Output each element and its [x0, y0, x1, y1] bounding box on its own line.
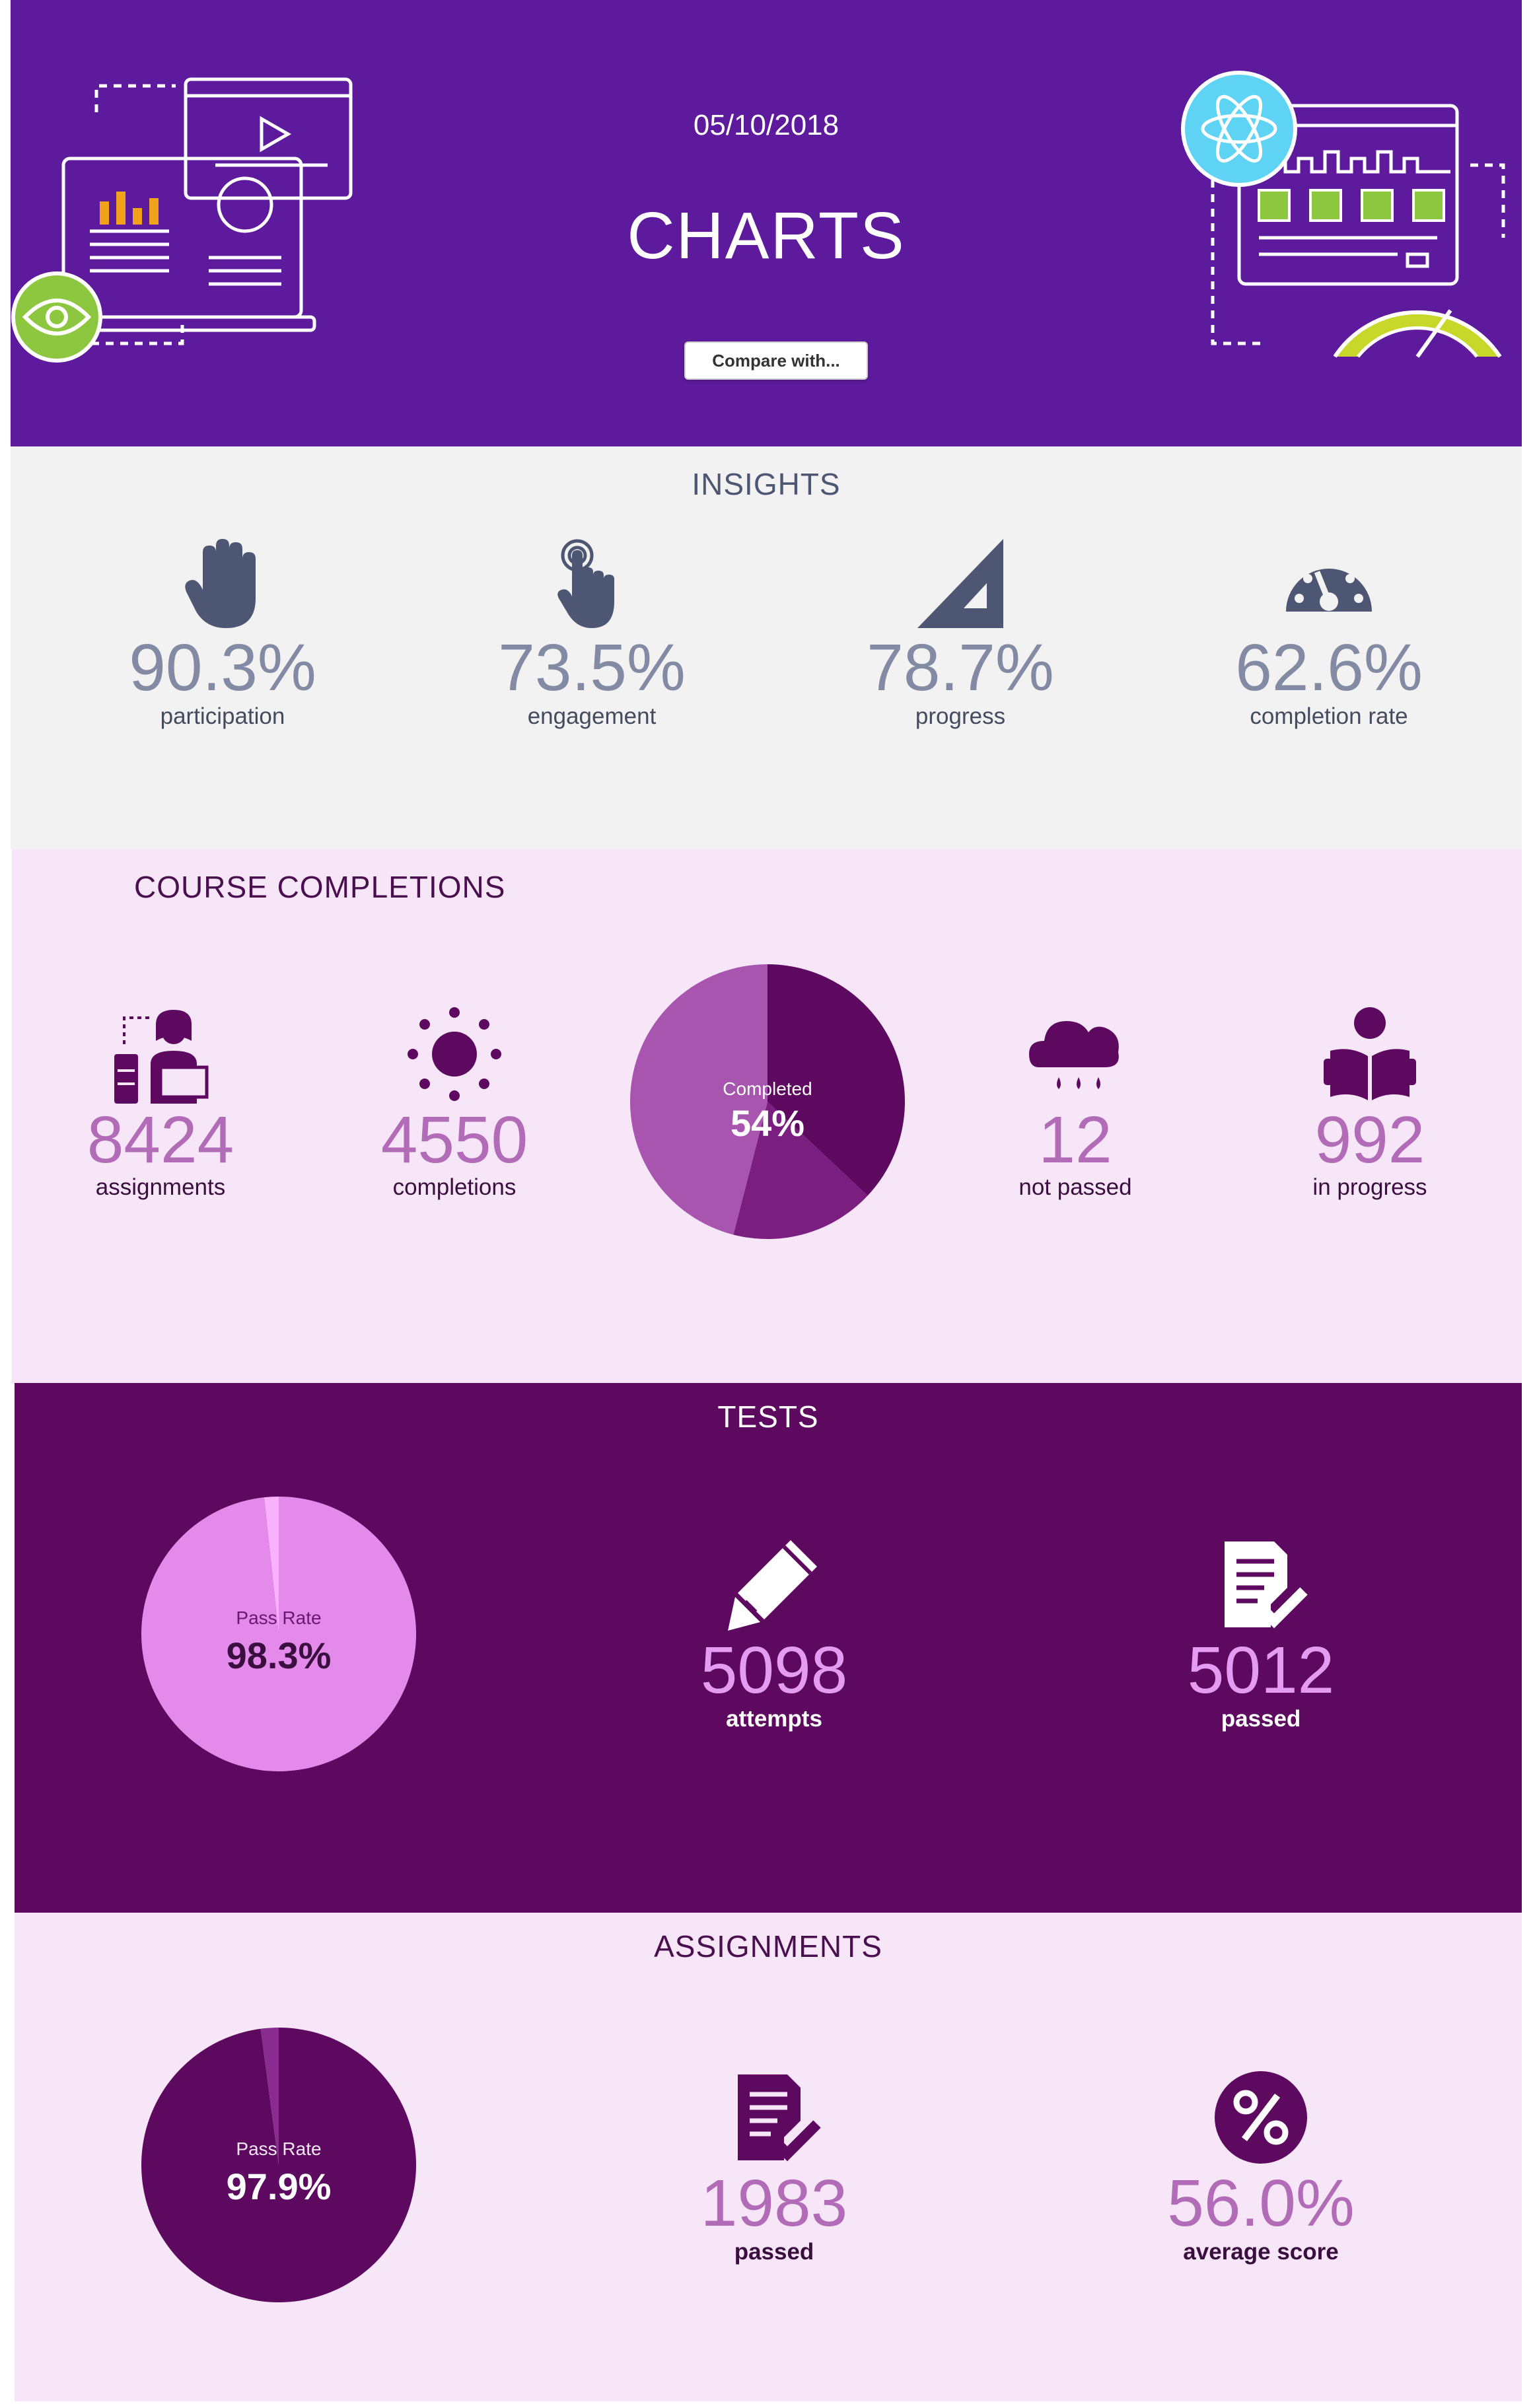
assignments-passed-stat: 1983 passed — [662, 2068, 886, 2265]
page-title: CHARTS — [627, 199, 906, 273]
average-score-stat: 56.0% average score — [1149, 2068, 1373, 2265]
completions-label: completions — [392, 1174, 517, 1200]
course-completions-section: COURSE COMPLETIONS 8424 assignments — [12, 849, 1522, 1383]
in-progress-label: in progress — [1312, 1174, 1427, 1200]
assignments-title: ASSIGNMENTS — [654, 1929, 882, 1964]
average-score-value: 56.0% — [1167, 2166, 1355, 2240]
completion-rate-value: 62.6% — [1235, 631, 1423, 705]
signal-triangle-icon — [917, 539, 1003, 628]
completions-stat: 4550 completions — [342, 1005, 567, 1201]
insight-completion-rate: 62.6% completion rate — [1190, 536, 1468, 730]
tests-pie-slices — [141, 1497, 416, 1771]
not-passed-label: not passed — [1018, 1174, 1132, 1200]
tests-pie-label: Pass Rate — [236, 1608, 321, 1628]
assignments-pass-rate-pie: Pass Rate 97.9% — [141, 2028, 417, 2302]
document-check-icon — [738, 2074, 821, 2162]
engagement-value: 73.5% — [498, 631, 686, 705]
assignments-section: ASSIGNMENTS Pass Rate 97.9% 1983 passed — [15, 1913, 1522, 2401]
participation-label: participation — [160, 703, 285, 729]
rain-cloud-icon — [1029, 1021, 1119, 1089]
tests-passed-value: 5012 — [1187, 1633, 1335, 1707]
in-progress-stat: 992 in progress — [1258, 1005, 1482, 1201]
progress-value: 78.7% — [867, 631, 1054, 705]
in-progress-value: 992 — [1314, 1103, 1425, 1177]
assignments-label: assignments — [95, 1174, 226, 1200]
pointer-click-icon — [557, 539, 614, 628]
compare-with-button[interactable]: Compare with... — [684, 341, 868, 380]
assignments-stat: 8424 assignments — [48, 1005, 273, 1201]
pie-slice-failed — [264, 1497, 279, 1634]
tests-pie-value: 98.3% — [227, 1635, 332, 1676]
participation-value: 90.3% — [129, 631, 316, 705]
assignments-pie-label: Pass Rate — [236, 2139, 321, 2159]
course-completions-title: COURSE COMPLETIONS — [134, 870, 506, 904]
assignments-passed-label: passed — [734, 2239, 814, 2265]
insight-participation: 90.3% participation — [84, 536, 361, 730]
course-completion-pie: Completed 54% — [629, 964, 905, 1239]
completed-pie-slices — [629, 964, 905, 1239]
tests-section: TESTS Pass Rate 98.3% 5098 attempts — [15, 1383, 1522, 1913]
reader-icon — [1324, 1007, 1416, 1100]
pie-completed-label: Completed — [723, 1079, 812, 1099]
completions-value: 4550 — [380, 1103, 528, 1177]
progress-label: progress — [915, 703, 1006, 729]
hand-icon — [185, 539, 256, 628]
not-passed-value: 12 — [1038, 1103, 1112, 1177]
sun-icon — [408, 1007, 501, 1101]
report-date: 05/10/2018 — [693, 109, 839, 141]
insights-title: INSIGHTS — [692, 467, 841, 501]
assignments-pie-slices — [141, 2028, 417, 2302]
document-check-icon — [1225, 1541, 1308, 1629]
header-banner: 05/10/2018 CHARTS Compare with... — [11, 0, 1522, 446]
tests-passed-label: passed — [1221, 1706, 1301, 1732]
assignments-passed-value: 1983 — [700, 2166, 848, 2240]
tests-passed-stat: 5012 passed — [1149, 1535, 1373, 1732]
insight-engagement: 73.5% engagement — [453, 536, 731, 730]
insights-section: INSIGHTS 90.3% participation 73.5% engag… — [11, 446, 1522, 849]
pie-slice-failed — [260, 2028, 279, 2165]
average-score-label: average score — [1183, 2239, 1339, 2265]
tests-pass-rate-pie: Pass Rate 98.3% — [141, 1497, 416, 1771]
pie-slice-passed — [141, 2028, 417, 2302]
assignments-value: 8424 — [87, 1103, 234, 1177]
tests-title: TESTS — [717, 1399, 819, 1434]
pie-slice-completed-b — [733, 1102, 868, 1239]
pie-slice-remaining — [629, 964, 768, 1235]
attempts-stat: 5098 attempts — [662, 1535, 886, 1732]
pie-completed-value: 54% — [731, 1102, 804, 1144]
dashboard-gauge-illustration-icon — [1181, 71, 1505, 358]
not-passed-stat: 12 not passed — [963, 1005, 1188, 1201]
pie-slice-passed — [141, 1497, 416, 1771]
assignments-pie-value: 97.9% — [227, 2166, 332, 2207]
analytics-illustration-icon — [11, 77, 353, 363]
insight-progress: 78.7% progress — [822, 536, 1099, 730]
engagement-label: engagement — [527, 703, 657, 729]
speedometer-icon — [1286, 569, 1372, 612]
student-reading-icon — [114, 1010, 209, 1104]
pencil-icon — [728, 1540, 817, 1631]
pie-slice-completed-a — [768, 964, 905, 1196]
percent-icon — [1215, 2071, 1307, 2164]
completion-rate-label: completion rate — [1250, 703, 1408, 729]
attempts-value: 5098 — [700, 1633, 848, 1707]
attempts-label: attempts — [726, 1706, 822, 1732]
